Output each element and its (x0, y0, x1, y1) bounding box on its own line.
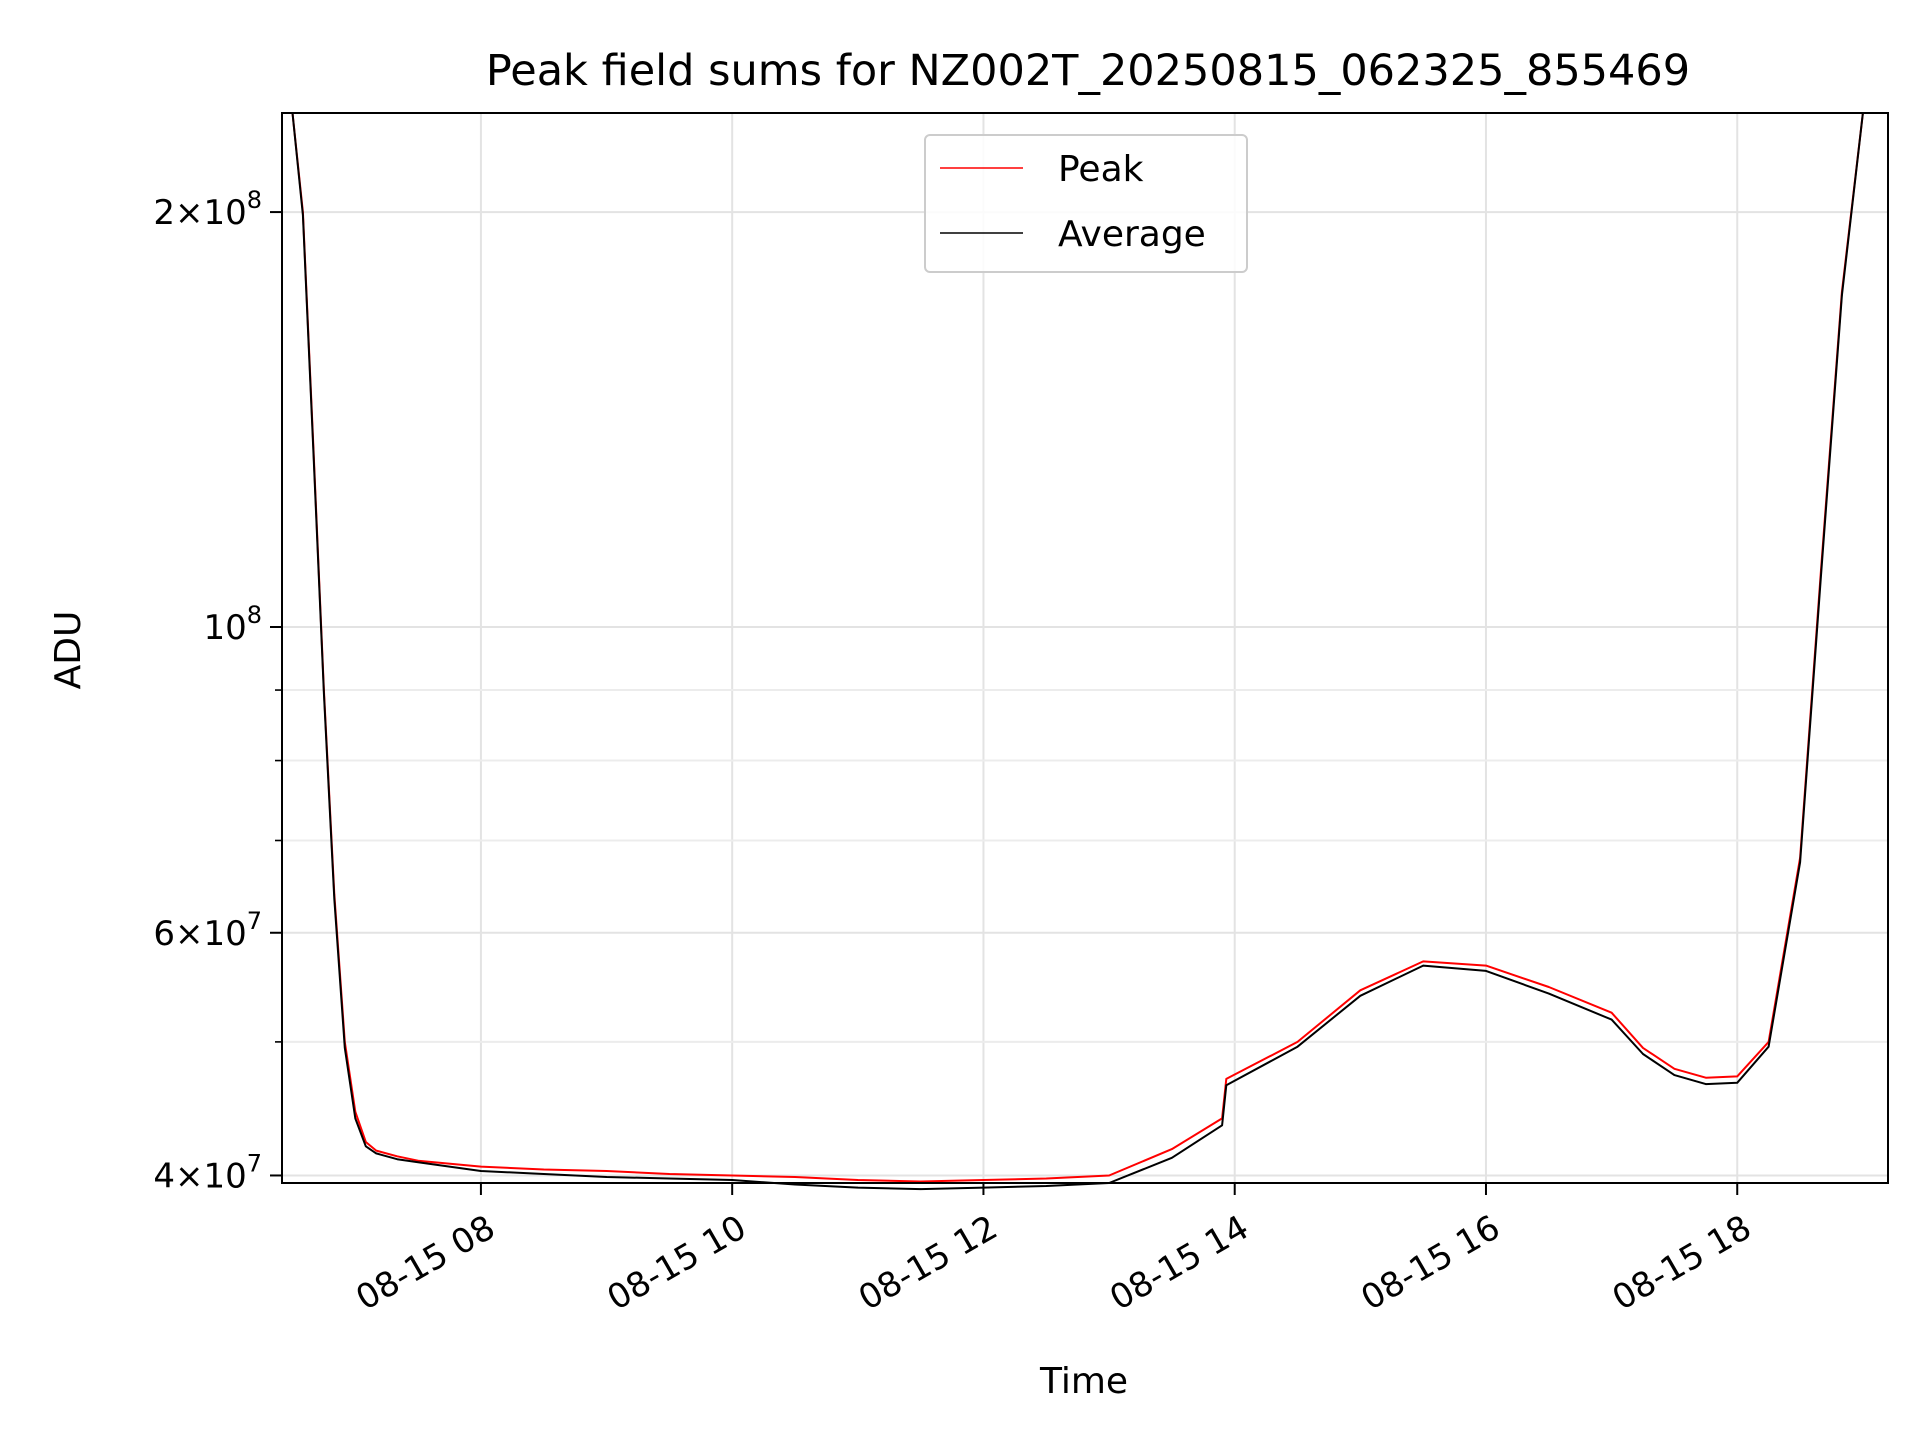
y-axis-title: ADU (48, 611, 89, 690)
data-point-peak (1296, 1041, 1299, 1043)
data-point-peak (396, 1155, 399, 1158)
data-point-peak (1225, 1078, 1228, 1080)
data-point-average (333, 898, 336, 900)
data-point-peak (480, 1165, 482, 1168)
data-point-peak (1359, 989, 1362, 992)
data-point-average (344, 1047, 346, 1049)
data-point-peak (794, 1176, 796, 1178)
data-point-peak (542, 1168, 545, 1171)
data-point-peak (731, 1174, 733, 1177)
data-point-peak (417, 1159, 419, 1162)
data-point-peak (1171, 1148, 1173, 1150)
data-point-average (605, 1176, 608, 1178)
data-point-average (1736, 1082, 1738, 1084)
data-point-peak (1485, 964, 1487, 967)
y-tick-label: 108 (203, 601, 262, 648)
series-layer (281, 112, 1889, 1191)
y-tick-times: × (175, 193, 204, 233)
y-tick-label: 6×107 (153, 907, 262, 954)
data-point-peak (1642, 1047, 1644, 1049)
y-tick-exponent: 7 (247, 907, 262, 935)
data-point-average (1820, 574, 1822, 577)
data-point-average (1045, 1185, 1048, 1187)
data-point-peak (1705, 1076, 1707, 1079)
data-point-average (375, 1152, 378, 1155)
y-tick-mantissa: 6 (153, 914, 175, 954)
data-point-average (857, 1186, 859, 1189)
x-axis-title: Time (1039, 1361, 1128, 1402)
chart-title: Peak field sums for NZ002T_20250815_0623… (486, 46, 1690, 96)
data-point-average (1359, 995, 1362, 997)
legend-label-average: Average (1058, 214, 1206, 255)
data-point-average (542, 1173, 545, 1175)
data-point-peak (1610, 1011, 1613, 1014)
data-point-average (1296, 1045, 1299, 1048)
legend-box (924, 134, 1248, 273)
data-point-average (1841, 294, 1843, 297)
data-point-average (794, 1183, 796, 1186)
data-point-average (1673, 1074, 1676, 1076)
data-point-peak (668, 1173, 671, 1175)
y-tick-times: × (175, 914, 204, 954)
legend: Peak Average (924, 134, 1248, 273)
data-point-average (1221, 1124, 1223, 1127)
data-point-peak (375, 1149, 378, 1152)
data-point-average (1422, 964, 1424, 967)
data-point-average (312, 451, 315, 453)
data-point-average (396, 1158, 399, 1160)
data-point-average (365, 1145, 367, 1148)
data-point-peak (1045, 1177, 1048, 1180)
series-line-average (282, 112, 1888, 1191)
y-tick-times: × (175, 1156, 204, 1196)
y-tick-mantissa: 4 (153, 1156, 175, 1196)
data-point-average (1799, 861, 1801, 864)
y-tick-label: 2×108 (153, 186, 262, 233)
y-tick-mantissa: 2 (153, 193, 175, 233)
data-point-peak (1548, 986, 1550, 988)
data-point-average (417, 1161, 419, 1163)
legend-label-peak: Peak (1058, 149, 1144, 190)
data-point-average (354, 1117, 357, 1120)
data-point-peak (857, 1179, 859, 1181)
data-point-average (1642, 1053, 1644, 1055)
data-point-peak (982, 1179, 985, 1181)
data-point-average (480, 1170, 482, 1172)
y-tick-label: 4×107 (153, 1149, 262, 1196)
data-point-average (1705, 1083, 1707, 1085)
plot-frame (281, 112, 1889, 1184)
y-tick-base: 10 (203, 193, 246, 233)
y-tick-exponent: 7 (247, 1149, 262, 1177)
data-point-average (1548, 992, 1550, 995)
data-point-average (1171, 1157, 1173, 1159)
data-point-average (919, 1188, 922, 1190)
y-tick-exponent: 8 (247, 186, 262, 214)
data-point-average (1485, 970, 1487, 972)
data-point-average (1225, 1084, 1228, 1087)
y-tick-base: 10 (203, 608, 246, 648)
data-point-average (302, 214, 304, 216)
data-point-peak (1108, 1174, 1110, 1177)
data-point-average (731, 1179, 733, 1181)
data-point-average (323, 692, 325, 695)
y-tick-base: 10 (203, 1156, 246, 1196)
data-point-peak (919, 1180, 922, 1183)
data-point-average (668, 1177, 671, 1180)
data-point-average (1610, 1018, 1613, 1021)
data-point-peak (1673, 1068, 1676, 1070)
y-tick-exponent: 8 (247, 601, 262, 629)
data-point-peak (1736, 1075, 1738, 1078)
y-tick-base: 10 (203, 914, 246, 954)
data-point-peak (1422, 960, 1424, 963)
data-point-peak (605, 1170, 608, 1172)
data-point-average (1767, 1045, 1770, 1048)
